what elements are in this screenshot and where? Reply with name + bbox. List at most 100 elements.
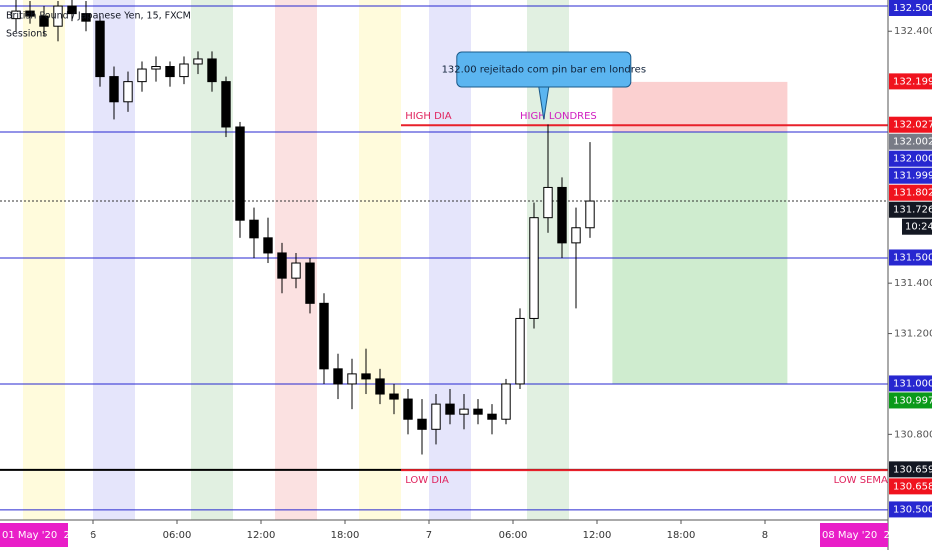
candle-body: [501, 383, 511, 420]
price-badge-label: 132.000: [893, 154, 932, 165]
candle-body: [319, 302, 329, 370]
candle-body: [109, 76, 119, 103]
candle-body: [557, 186, 567, 244]
price-badge: [889, 184, 932, 201]
y-tick-label: 131.200: [894, 329, 932, 340]
x-tick-label: 12:00: [247, 530, 276, 541]
candle-body: [53, 5, 63, 27]
price-badge-label: 131.500: [893, 252, 932, 263]
session-band: [358, 0, 401, 520]
candle-body: [165, 66, 175, 78]
x-tick-label: 8: [762, 530, 768, 541]
candle-body: [67, 5, 77, 15]
candle-body: [417, 418, 427, 430]
candle-body: [11, 10, 21, 20]
session-band: [23, 0, 66, 520]
time-axis-bg: [0, 520, 888, 550]
x-tick-label: 12:00: [583, 530, 612, 541]
countdown-label: 10:24: [905, 222, 932, 233]
price-badge: [889, 150, 932, 167]
price-badge: [889, 167, 932, 184]
stop-zone: [612, 81, 788, 133]
price-axis-bg: [888, 0, 932, 550]
indicator-name: Sessions: [6, 29, 47, 40]
candle-body: [221, 81, 231, 128]
range-badge: [0, 523, 68, 547]
candle-body: [81, 13, 91, 22]
candle-body: [473, 408, 483, 415]
range-badge: [820, 523, 888, 547]
candle-body: [95, 20, 105, 78]
level-label: LOW DIA: [405, 475, 449, 486]
price-badge: [889, 249, 932, 266]
candle-body: [193, 58, 203, 65]
price-badge-label: 132.500: [893, 3, 932, 14]
price-badge: [889, 478, 932, 495]
candle-body: [179, 63, 189, 78]
candle-body: [445, 403, 455, 415]
candle-body: [249, 219, 259, 239]
y-tick-label: 132.400: [894, 26, 932, 37]
candle-body: [389, 393, 399, 400]
price-badge-label: 131.999: [893, 171, 932, 182]
x-tick-label: 06:00: [163, 530, 192, 541]
candle-body: [207, 58, 217, 83]
price-badge-label: 132.199: [893, 76, 932, 87]
countdown-badge: [902, 218, 932, 235]
candle-body: [361, 373, 371, 380]
candle-body: [305, 262, 315, 304]
price-badge: [889, 201, 932, 218]
price-badge-label: 132.027: [893, 120, 932, 131]
price-badge: [889, 375, 932, 392]
candle-body: [347, 373, 357, 385]
candle-body: [543, 186, 553, 219]
callout-box: [456, 51, 632, 88]
candle-body: [25, 10, 35, 17]
candle-body: [151, 66, 161, 70]
candle-body: [39, 15, 49, 27]
price-badge: [889, 73, 932, 90]
price-badge-label: 130.500: [893, 504, 932, 515]
candle-body: [123, 81, 133, 103]
candle-body: [263, 237, 273, 254]
callout-text: 132.00 rejeitado com pin bar em londres: [442, 65, 646, 76]
candle-body: [431, 403, 441, 430]
chart-title: British Pound / Japanese Yen, 15, FXCM: [6, 11, 191, 22]
candle-body: [529, 217, 539, 319]
level-label: LOW SEMANA: [834, 475, 903, 486]
price-badge-label: 130.658: [893, 481, 932, 492]
candle-body: [333, 368, 343, 385]
candle-body: [137, 68, 147, 83]
price-badge-label: 131.726: [893, 205, 932, 216]
candle-body: [277, 252, 287, 279]
x-tick-label: 06:00: [499, 530, 528, 541]
price-badge-label: 130.659: [893, 464, 932, 475]
candle-body: [459, 408, 469, 415]
x-tick-label: 18:00: [667, 530, 696, 541]
candle-body: [571, 227, 581, 244]
candle-body: [375, 378, 385, 395]
y-tick-label: 131.400: [894, 278, 932, 289]
price-badge: [889, 116, 932, 133]
level-label: HIGH DIA: [405, 111, 452, 122]
price-badge: [889, 133, 932, 150]
candle-body: [235, 126, 245, 221]
candle-body: [403, 398, 413, 420]
price-badge-label: 131.000: [893, 378, 932, 389]
y-tick-label: 130.800: [894, 429, 932, 440]
candle-body: [291, 262, 301, 279]
candle-body: [585, 200, 595, 229]
x-tick-label: 18:00: [331, 530, 360, 541]
candle-body: [487, 413, 497, 420]
price-badge: [889, 392, 932, 409]
price-badge: [889, 0, 932, 16]
price-badge-label: 131.802: [893, 188, 932, 199]
price-badge: [889, 501, 932, 518]
callout-pointer: [538, 86, 550, 120]
price-badge-label: 132.002: [893, 137, 932, 148]
price-badge-label: 130.997: [893, 395, 932, 406]
range-label: 01 May '20 21:45: [2, 530, 92, 541]
x-tick-label: 7: [426, 530, 432, 541]
price-badge: [889, 461, 932, 478]
